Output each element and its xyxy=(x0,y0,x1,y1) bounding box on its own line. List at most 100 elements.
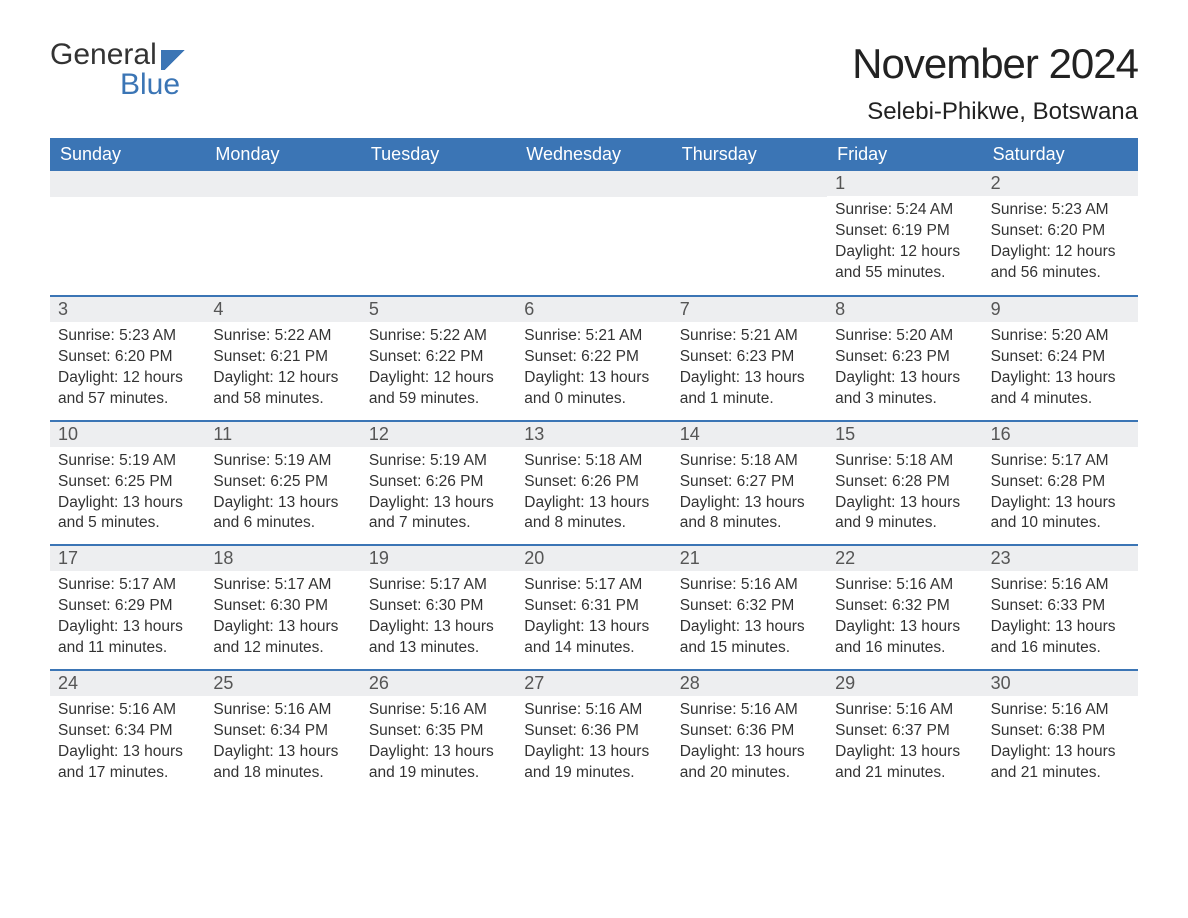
day-body: Sunrise: 5:16 AMSunset: 6:33 PMDaylight:… xyxy=(983,571,1138,669)
day-body: Sunrise: 5:16 AMSunset: 6:36 PMDaylight:… xyxy=(516,696,671,794)
day-cell: 11Sunrise: 5:19 AMSunset: 6:25 PMDayligh… xyxy=(205,422,360,545)
day-cell: 23Sunrise: 5:16 AMSunset: 6:33 PMDayligh… xyxy=(983,546,1138,669)
sunrise-line: Sunrise: 5:16 AM xyxy=(680,700,819,721)
sunset-line: Sunset: 6:29 PM xyxy=(58,596,197,617)
sunset-line: Sunset: 6:25 PM xyxy=(213,472,352,493)
week-row: 1Sunrise: 5:24 AMSunset: 6:19 PMDaylight… xyxy=(50,171,1138,295)
daylight-line: Daylight: 13 hours and 7 minutes. xyxy=(369,493,508,535)
location: Selebi-Phikwe, Botswana xyxy=(852,98,1138,126)
daylight-line: Daylight: 12 hours and 58 minutes. xyxy=(213,368,352,410)
day-cell: 12Sunrise: 5:19 AMSunset: 6:26 PMDayligh… xyxy=(361,422,516,545)
daylight-line: Daylight: 13 hours and 13 minutes. xyxy=(369,617,508,659)
daylight-line: Daylight: 12 hours and 59 minutes. xyxy=(369,368,508,410)
day-cell: 5Sunrise: 5:22 AMSunset: 6:22 PMDaylight… xyxy=(361,297,516,420)
sunrise-line: Sunrise: 5:17 AM xyxy=(213,575,352,596)
sunset-line: Sunset: 6:32 PM xyxy=(680,596,819,617)
day-number: 4 xyxy=(205,297,360,322)
day-cell: 30Sunrise: 5:16 AMSunset: 6:38 PMDayligh… xyxy=(983,671,1138,794)
sunset-line: Sunset: 6:22 PM xyxy=(369,347,508,368)
day-body: Sunrise: 5:20 AMSunset: 6:23 PMDaylight:… xyxy=(827,322,982,420)
day-cell: 27Sunrise: 5:16 AMSunset: 6:36 PMDayligh… xyxy=(516,671,671,794)
sunset-line: Sunset: 6:25 PM xyxy=(58,472,197,493)
sunset-line: Sunset: 6:28 PM xyxy=(835,472,974,493)
daylight-line: Daylight: 13 hours and 12 minutes. xyxy=(213,617,352,659)
day-number: 1 xyxy=(827,171,982,196)
sunrise-line: Sunrise: 5:16 AM xyxy=(524,700,663,721)
day-cell xyxy=(205,171,360,295)
daylight-line: Daylight: 13 hours and 15 minutes. xyxy=(680,617,819,659)
daylight-line: Daylight: 13 hours and 11 minutes. xyxy=(58,617,197,659)
sunrise-line: Sunrise: 5:24 AM xyxy=(835,200,974,221)
sunrise-line: Sunrise: 5:21 AM xyxy=(524,326,663,347)
daylight-line: Daylight: 13 hours and 17 minutes. xyxy=(58,742,197,784)
day-body: Sunrise: 5:22 AMSunset: 6:22 PMDaylight:… xyxy=(361,322,516,420)
sunrise-line: Sunrise: 5:19 AM xyxy=(369,451,508,472)
day-number: 11 xyxy=(205,422,360,447)
sunset-line: Sunset: 6:28 PM xyxy=(991,472,1130,493)
logo-text-1: General xyxy=(50,40,157,70)
daylight-line: Daylight: 13 hours and 18 minutes. xyxy=(213,742,352,784)
day-number: 26 xyxy=(361,671,516,696)
daylight-line: Daylight: 12 hours and 55 minutes. xyxy=(835,242,974,284)
week-row: 24Sunrise: 5:16 AMSunset: 6:34 PMDayligh… xyxy=(50,669,1138,794)
day-body: Sunrise: 5:17 AMSunset: 6:29 PMDaylight:… xyxy=(50,571,205,669)
weekday-label: Friday xyxy=(827,138,982,171)
day-body: Sunrise: 5:20 AMSunset: 6:24 PMDaylight:… xyxy=(983,322,1138,420)
day-number: 8 xyxy=(827,297,982,322)
day-number: 13 xyxy=(516,422,671,447)
day-cell: 16Sunrise: 5:17 AMSunset: 6:28 PMDayligh… xyxy=(983,422,1138,545)
day-number: 25 xyxy=(205,671,360,696)
day-number: 16 xyxy=(983,422,1138,447)
day-number: 24 xyxy=(50,671,205,696)
sunrise-line: Sunrise: 5:20 AM xyxy=(991,326,1130,347)
sunrise-line: Sunrise: 5:16 AM xyxy=(991,575,1130,596)
day-cell: 6Sunrise: 5:21 AMSunset: 6:22 PMDaylight… xyxy=(516,297,671,420)
sunset-line: Sunset: 6:20 PM xyxy=(991,221,1130,242)
sunset-line: Sunset: 6:30 PM xyxy=(369,596,508,617)
sunset-line: Sunset: 6:23 PM xyxy=(680,347,819,368)
sunrise-line: Sunrise: 5:16 AM xyxy=(213,700,352,721)
sunset-line: Sunset: 6:32 PM xyxy=(835,596,974,617)
day-cell: 26Sunrise: 5:16 AMSunset: 6:35 PMDayligh… xyxy=(361,671,516,794)
sunset-line: Sunset: 6:21 PM xyxy=(213,347,352,368)
weekday-label: Monday xyxy=(205,138,360,171)
day-cell: 13Sunrise: 5:18 AMSunset: 6:26 PMDayligh… xyxy=(516,422,671,545)
day-cell: 4Sunrise: 5:22 AMSunset: 6:21 PMDaylight… xyxy=(205,297,360,420)
sunrise-line: Sunrise: 5:16 AM xyxy=(369,700,508,721)
day-body: Sunrise: 5:16 AMSunset: 6:36 PMDaylight:… xyxy=(672,696,827,794)
day-cell: 7Sunrise: 5:21 AMSunset: 6:23 PMDaylight… xyxy=(672,297,827,420)
week-row: 3Sunrise: 5:23 AMSunset: 6:20 PMDaylight… xyxy=(50,295,1138,420)
day-cell xyxy=(672,171,827,295)
day-number: 10 xyxy=(50,422,205,447)
day-number: 19 xyxy=(361,546,516,571)
day-number: 22 xyxy=(827,546,982,571)
day-body: Sunrise: 5:17 AMSunset: 6:28 PMDaylight:… xyxy=(983,447,1138,545)
day-number: 12 xyxy=(361,422,516,447)
day-number: 7 xyxy=(672,297,827,322)
day-body: Sunrise: 5:23 AMSunset: 6:20 PMDaylight:… xyxy=(983,196,1138,294)
sunrise-line: Sunrise: 5:20 AM xyxy=(835,326,974,347)
daylight-line: Daylight: 13 hours and 14 minutes. xyxy=(524,617,663,659)
day-body: Sunrise: 5:16 AMSunset: 6:37 PMDaylight:… xyxy=(827,696,982,794)
day-body: Sunrise: 5:16 AMSunset: 6:34 PMDaylight:… xyxy=(50,696,205,794)
day-cell xyxy=(361,171,516,295)
daylight-line: Daylight: 13 hours and 9 minutes. xyxy=(835,493,974,535)
day-cell: 17Sunrise: 5:17 AMSunset: 6:29 PMDayligh… xyxy=(50,546,205,669)
sunset-line: Sunset: 6:27 PM xyxy=(680,472,819,493)
sunrise-line: Sunrise: 5:18 AM xyxy=(835,451,974,472)
day-cell: 20Sunrise: 5:17 AMSunset: 6:31 PMDayligh… xyxy=(516,546,671,669)
daylight-line: Daylight: 13 hours and 21 minutes. xyxy=(835,742,974,784)
daylight-line: Daylight: 13 hours and 20 minutes. xyxy=(680,742,819,784)
day-number: 17 xyxy=(50,546,205,571)
sunset-line: Sunset: 6:23 PM xyxy=(835,347,974,368)
day-number: 23 xyxy=(983,546,1138,571)
day-cell: 1Sunrise: 5:24 AMSunset: 6:19 PMDaylight… xyxy=(827,171,982,295)
week-row: 17Sunrise: 5:17 AMSunset: 6:29 PMDayligh… xyxy=(50,544,1138,669)
day-cell: 2Sunrise: 5:23 AMSunset: 6:20 PMDaylight… xyxy=(983,171,1138,295)
day-number: 18 xyxy=(205,546,360,571)
weekday-label: Tuesday xyxy=(361,138,516,171)
daylight-line: Daylight: 13 hours and 0 minutes. xyxy=(524,368,663,410)
sunset-line: Sunset: 6:22 PM xyxy=(524,347,663,368)
sunset-line: Sunset: 6:26 PM xyxy=(524,472,663,493)
empty-day xyxy=(516,171,671,197)
